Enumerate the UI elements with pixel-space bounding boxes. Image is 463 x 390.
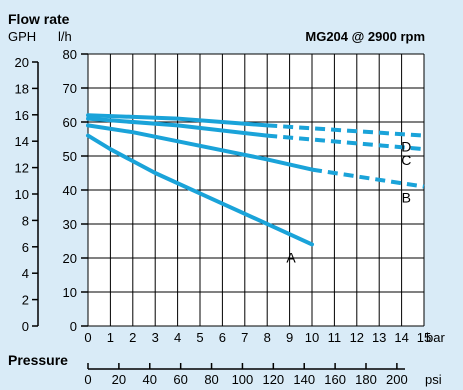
x-bar-tick-label: 4 bbox=[174, 330, 181, 345]
x-bar-tick-label: 1 bbox=[107, 330, 114, 345]
y-gph-tick-label: 16 bbox=[15, 108, 29, 123]
x-bar-tick-label: 10 bbox=[305, 330, 319, 345]
x-psi-tick-label: 40 bbox=[143, 372, 157, 387]
x-bar-tick-label: 11 bbox=[328, 330, 342, 345]
chart-grid bbox=[87, 53, 425, 327]
series-C-label: C bbox=[401, 152, 411, 168]
x-bar-tick-label: 0 bbox=[84, 330, 91, 345]
chart-series: A B CD bbox=[86, 113, 425, 265]
y-unit-gph: GPH bbox=[8, 29, 36, 44]
x-bar-tick-label: 2 bbox=[129, 330, 136, 345]
y-lh-tick-label: 80 bbox=[63, 47, 77, 62]
x-bar-tick-label: 3 bbox=[152, 330, 159, 345]
y-lh-tick-label: 30 bbox=[63, 217, 77, 232]
y-lh-tick-label: 40 bbox=[63, 183, 77, 198]
chart-axes: 0 1 2 3 4 5 6 7 8 9 10 11 12 13 14 15010203040506070800… bbox=[15, 47, 432, 387]
series-C-extrapolation bbox=[267, 133, 425, 152]
series-B-extrapolation bbox=[311, 167, 425, 189]
series-C-line bbox=[86, 116, 270, 138]
chart-title: MG204 @ 2900 rpm bbox=[305, 29, 425, 44]
x-axis-label: Pressure bbox=[8, 352, 68, 368]
x-psi-tick-label: 120 bbox=[262, 372, 284, 387]
series-A-line bbox=[86, 133, 314, 247]
y-gph-tick-label: 6 bbox=[22, 240, 29, 255]
series-B-line bbox=[86, 123, 314, 172]
x-psi-tick-label: 100 bbox=[232, 372, 254, 387]
x-unit-bar: bar bbox=[426, 330, 445, 345]
series-D-extrapolation bbox=[267, 123, 425, 138]
y-lh-tick-label: 60 bbox=[63, 115, 77, 130]
y-gph-tick-label: 2 bbox=[22, 293, 29, 308]
series-B-label: B bbox=[402, 190, 411, 206]
y-gph-tick-label: 12 bbox=[15, 161, 29, 176]
y-gph-tick-label: 0 bbox=[22, 319, 29, 334]
x-bar-tick-label: 13 bbox=[372, 330, 386, 345]
series-A-label: A bbox=[286, 249, 296, 265]
x-unit-psi: psi bbox=[425, 372, 442, 387]
x-psi-tick-label: 160 bbox=[324, 372, 346, 387]
y-lh-tick-label: 50 bbox=[63, 149, 77, 164]
x-bar-tick-label: 9 bbox=[286, 330, 293, 345]
x-bar-tick-label: 6 bbox=[219, 330, 226, 345]
x-psi-tick-label: 20 bbox=[112, 372, 126, 387]
x-psi-tick-label: 200 bbox=[386, 372, 408, 387]
y-axis-label: Flow rate bbox=[8, 11, 70, 27]
y-gph-tick-label: 8 bbox=[22, 213, 29, 228]
y-gph-tick-label: 14 bbox=[15, 134, 29, 149]
y-lh-tick-label: 10 bbox=[63, 285, 77, 300]
series-D-line bbox=[86, 113, 270, 128]
y-lh-tick-label: 0 bbox=[70, 319, 77, 334]
y-lh-tick-label: 70 bbox=[63, 81, 77, 96]
x-bar-tick-label: 5 bbox=[196, 330, 203, 345]
x-bar-tick-label: 15 bbox=[417, 330, 431, 345]
y-lh-tick-label: 20 bbox=[63, 251, 77, 266]
x-psi-tick-label: 80 bbox=[204, 372, 218, 387]
y-gph-tick-label: 20 bbox=[15, 55, 29, 70]
x-psi-tick-label: 140 bbox=[293, 372, 315, 387]
x-psi-tick-label: 60 bbox=[173, 372, 187, 387]
x-bar-tick-label: 14 bbox=[394, 330, 408, 345]
x-bar-tick-label: 7 bbox=[241, 330, 248, 345]
y-unit-lh: l/h bbox=[58, 29, 72, 44]
y-gph-tick-label: 4 bbox=[22, 266, 29, 281]
y-gph-tick-label: 10 bbox=[15, 187, 29, 202]
series-D-label: D bbox=[401, 139, 411, 155]
x-psi-tick-label: 0 bbox=[84, 372, 91, 387]
y-gph-tick-label: 18 bbox=[15, 81, 29, 96]
x-bar-tick-label: 8 bbox=[264, 330, 271, 345]
x-psi-tick-label: 180 bbox=[355, 372, 377, 387]
x-bar-tick-label: 12 bbox=[350, 330, 364, 345]
